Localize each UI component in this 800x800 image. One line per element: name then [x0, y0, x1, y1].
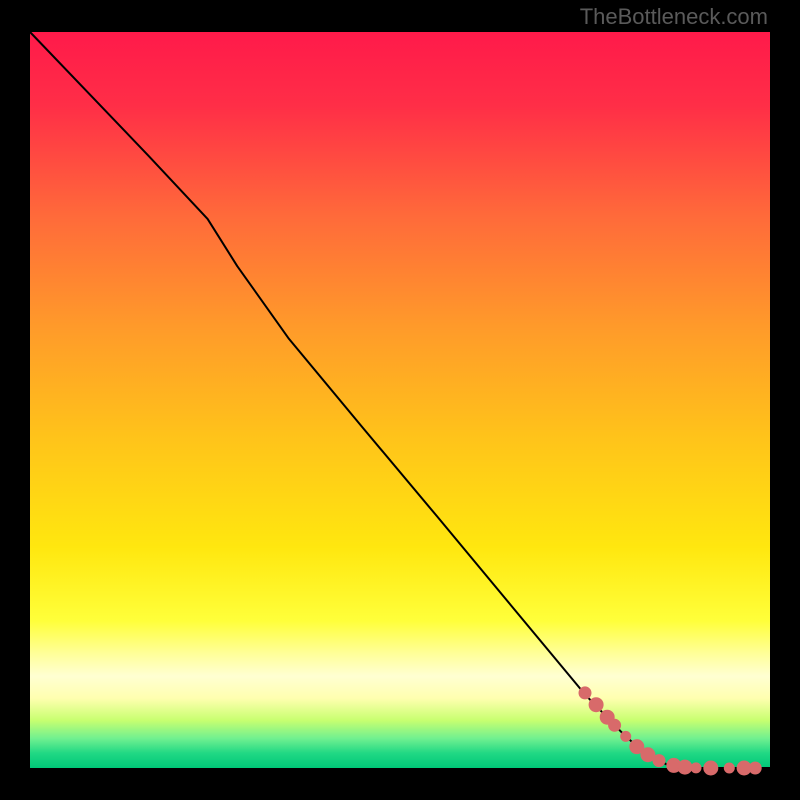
data-marker: [589, 698, 603, 712]
data-marker: [749, 762, 761, 774]
data-marker: [621, 731, 631, 741]
data-marker: [609, 719, 621, 731]
data-marker: [579, 687, 591, 699]
chart-canvas: TheBottleneck.com: [0, 0, 800, 800]
data-marker: [724, 763, 734, 773]
data-marker: [678, 760, 692, 774]
data-marker: [653, 755, 665, 767]
chart-svg: [0, 0, 800, 800]
plot-background: [30, 32, 770, 768]
watermark-text: TheBottleneck.com: [580, 4, 768, 30]
data-marker: [704, 761, 718, 775]
data-marker: [691, 763, 701, 773]
